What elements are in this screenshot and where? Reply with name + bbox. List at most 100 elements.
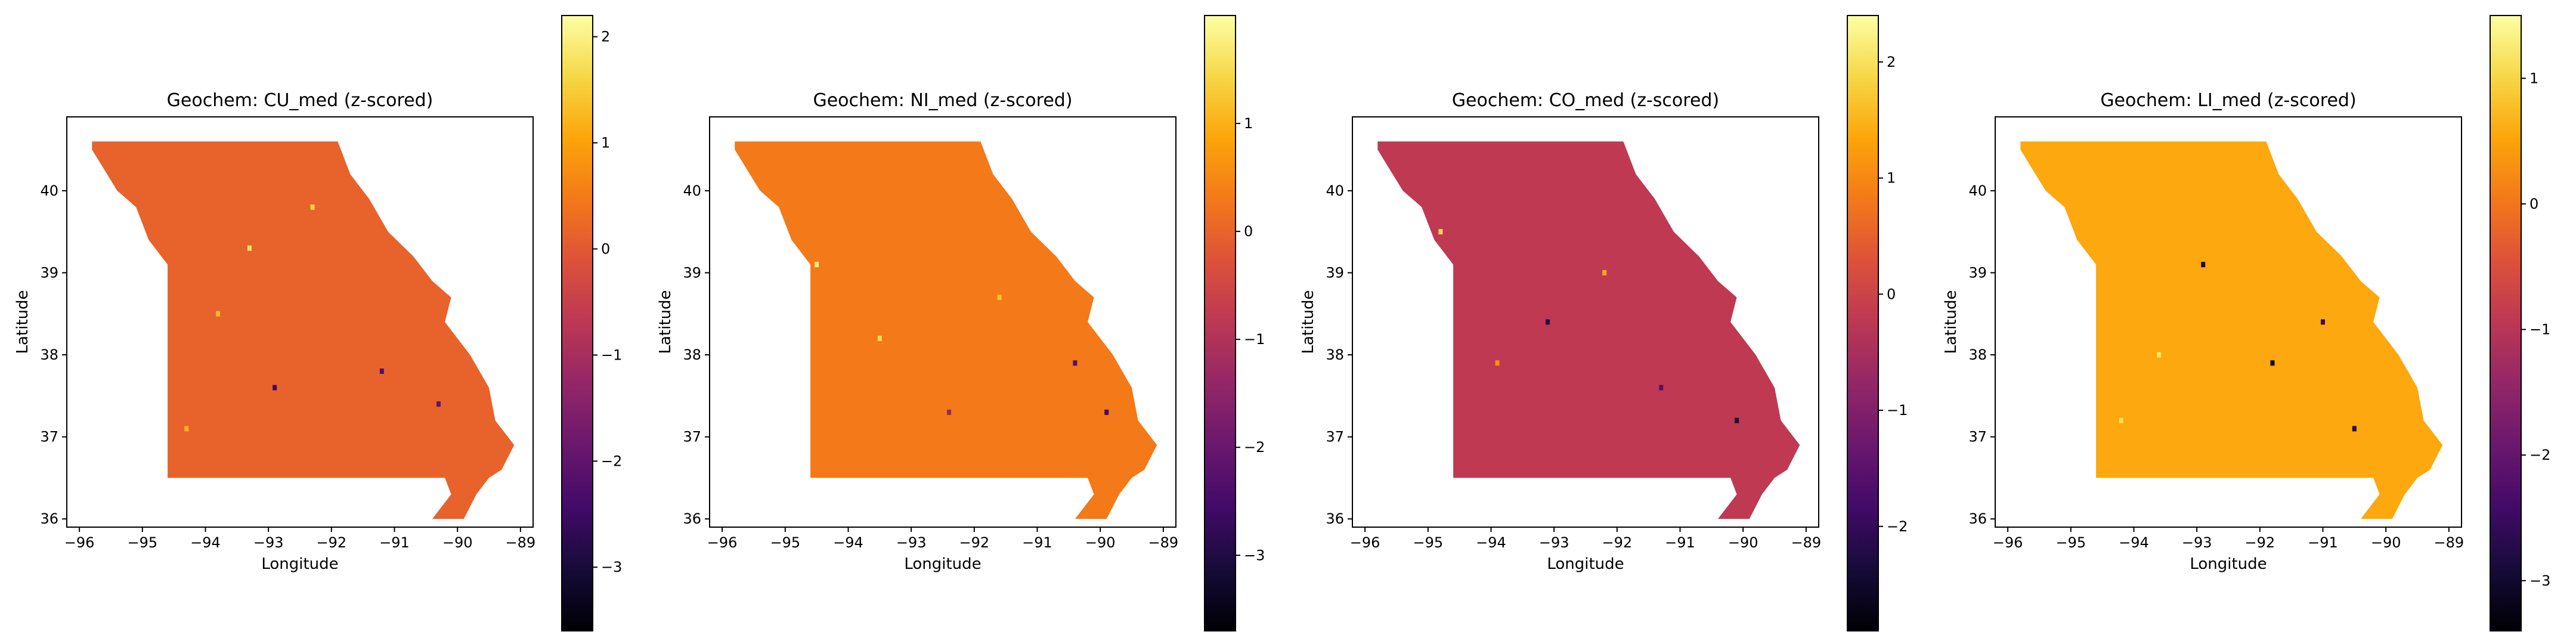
colorbar-tick-label: 2 (601, 29, 610, 45)
colorbar (1847, 15, 1879, 631)
colorbar-tick-label: −3 (2529, 572, 2550, 589)
chart-title: Geochem: CO_med (z-scored) (1452, 90, 1719, 111)
colorbar-tick-label: 1 (601, 135, 610, 151)
x-tick-label: −92 (959, 534, 990, 551)
chart-panel-4: Geochem: LI_med (z-scored) −96 −95 −94 −93 −9… (1942, 15, 2550, 631)
data-cell (1546, 319, 1550, 325)
data-cell (815, 262, 819, 268)
data-cell (2321, 319, 2326, 325)
x-tick-label: −94 (833, 534, 863, 551)
colorbar-tick-label: 0 (601, 240, 610, 257)
data-cell (184, 426, 189, 432)
data-cell (436, 401, 441, 407)
data-cell (1495, 360, 1500, 366)
axes-frame (1995, 116, 2462, 528)
x-tick-label: −92 (2245, 534, 2275, 551)
chart-title: Geochem: NI_med (z-scored) (813, 90, 1072, 111)
x-tick-label: −90 (442, 534, 473, 551)
x-tick-label: −91 (379, 534, 410, 551)
data-cell (1104, 409, 1109, 415)
y-axis-label: Latitude (657, 290, 674, 354)
x-tick-label: −96 (707, 534, 738, 551)
data-cell (2119, 417, 2123, 423)
colorbar-tick-label: −2 (1244, 439, 1265, 456)
y-tick-label: 36 (40, 510, 58, 527)
y-tick-label: 38 (1968, 346, 1987, 363)
y-tick-label: 36 (1326, 510, 1344, 527)
colorbar-tick-label: −1 (1887, 402, 1908, 419)
colorbar (2490, 15, 2522, 631)
data-cell (1735, 417, 1739, 423)
y-tick-label: 36 (1968, 510, 1987, 527)
y-axis-label: Latitude (1942, 290, 1960, 354)
x-tick-label: −96 (1350, 534, 1380, 551)
x-tick-label: −95 (127, 534, 157, 551)
x-tick-label: −96 (64, 534, 95, 551)
colorbar-tick-label: −1 (1244, 331, 1265, 348)
y-tick-label: 39 (40, 264, 58, 281)
y-tick-label: 39 (1968, 264, 1987, 281)
axes-frame (709, 116, 1176, 528)
y-axis-label: Latitude (1299, 290, 1317, 354)
x-tick-label: −93 (1539, 534, 1569, 551)
x-tick-label: −95 (1413, 534, 1443, 551)
chart-title: Geochem: LI_med (z-scored) (2100, 90, 2356, 111)
x-tick-label: −94 (190, 534, 221, 551)
colorbar-tick-label: −3 (601, 559, 622, 575)
data-cell (2201, 262, 2206, 268)
chart-panel-2: Geochem: NI_med (z-scored) −96 −95 −94 −93 −9… (657, 15, 1265, 631)
data-cell (216, 311, 221, 317)
x-tick-label: −93 (896, 534, 927, 551)
colorbar-tick-label: 0 (1887, 286, 1896, 302)
x-tick-label: −95 (2055, 534, 2086, 551)
y-tick-label: 36 (683, 510, 701, 527)
y-tick-label: 38 (1326, 346, 1344, 363)
x-axis-label: Longitude (261, 555, 338, 573)
x-tick-label: −89 (1791, 534, 1822, 551)
chart-panel-1: Geochem: CU_med (z-scored) −96 −95 −94 −93 −9… (14, 15, 622, 631)
y-tick-label: 37 (1968, 429, 1987, 445)
colorbar-tick-label: −2 (1887, 518, 1908, 535)
chart-title: Geochem: CU_med (z-scored) (167, 90, 434, 111)
state-region (2020, 141, 2443, 519)
x-tick-label: −89 (1148, 534, 1179, 551)
x-tick-label: −91 (1665, 534, 1695, 551)
x-tick-label: −93 (253, 534, 284, 551)
colorbar-tick-label: 2 (1887, 54, 1896, 70)
x-tick-label: −90 (2371, 534, 2401, 551)
colorbar-tick-label: −1 (601, 346, 622, 363)
y-tick-label: 37 (683, 429, 701, 445)
y-tick-label: 40 (683, 182, 701, 199)
x-tick-label: −94 (2119, 534, 2149, 551)
y-tick-label: 39 (683, 264, 701, 281)
y-tick-label: 40 (40, 182, 58, 199)
data-cell (877, 336, 882, 342)
data-cell (1438, 229, 1443, 235)
data-cell (2157, 352, 2162, 358)
x-tick-label: −95 (770, 534, 800, 551)
data-cell (2352, 426, 2357, 432)
y-tick-label: 37 (1326, 429, 1344, 445)
y-axis-label: Latitude (14, 290, 32, 354)
y-tick-label: 38 (40, 346, 58, 363)
colorbar-tick-label: 0 (2529, 196, 2538, 212)
data-cell (247, 245, 252, 251)
data-cell (379, 369, 384, 374)
y-tick-label: 40 (1968, 182, 1987, 199)
x-tick-label: −90 (1728, 534, 1758, 551)
data-cell (1659, 385, 1664, 391)
data-cell (310, 204, 315, 210)
data-cell (1602, 270, 1607, 275)
colorbar (1204, 15, 1236, 631)
x-tick-label: −92 (317, 534, 347, 551)
x-tick-label: −91 (1022, 534, 1052, 551)
axes-frame (1352, 116, 1819, 528)
chart-panel-3: Geochem: CO_med (z-scored) −96 −95 −94 −93 −9… (1299, 15, 1908, 631)
state-region (92, 141, 515, 519)
colorbar-tick-label: −3 (1244, 547, 1265, 564)
y-tick-label: 39 (1326, 264, 1344, 281)
colorbar-tick-label: −1 (2529, 321, 2550, 338)
colorbar-tick-label: −2 (601, 453, 622, 469)
x-tick-label: −91 (2308, 534, 2338, 551)
